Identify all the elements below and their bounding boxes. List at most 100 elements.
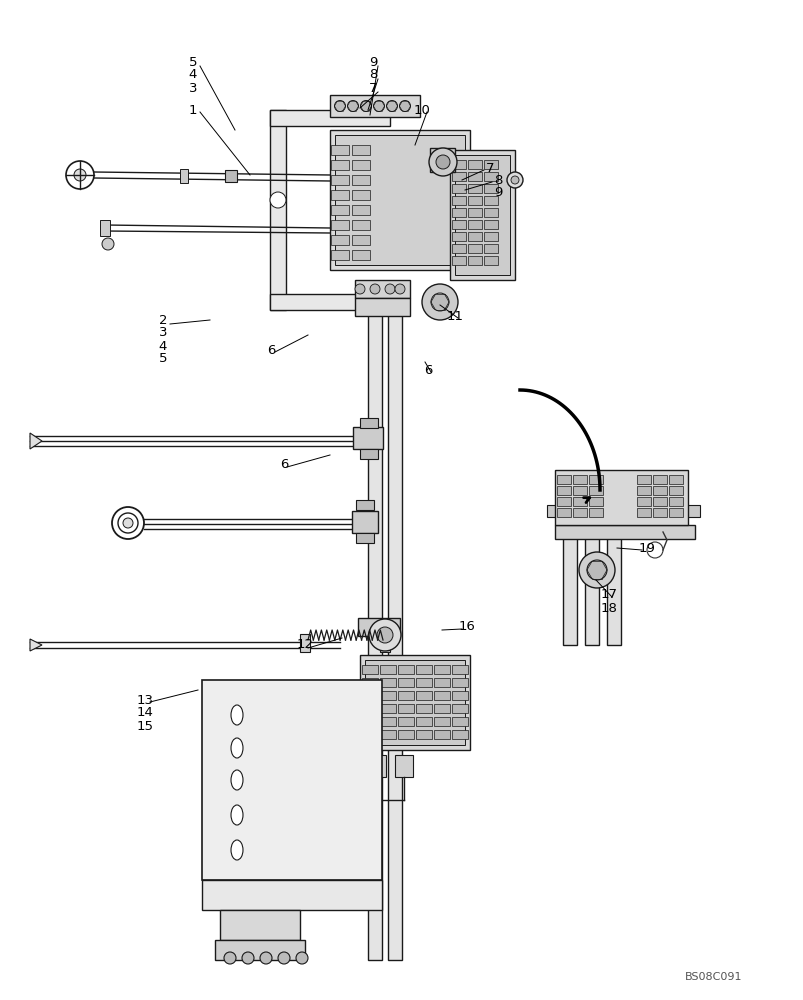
Bar (331, 145, 349, 155)
Bar (483, 184, 497, 193)
Bar (467, 160, 482, 169)
Bar (356, 533, 373, 543)
Circle shape (355, 284, 365, 294)
Bar (214, 940, 304, 960)
Circle shape (224, 952, 236, 964)
Bar (451, 232, 466, 241)
Bar (415, 704, 431, 713)
Bar (415, 665, 431, 674)
Bar (270, 110, 286, 310)
Bar (451, 691, 467, 700)
Bar (467, 244, 482, 253)
Bar (652, 486, 666, 495)
Bar (636, 486, 650, 495)
Circle shape (74, 169, 86, 181)
Bar (451, 220, 466, 229)
Circle shape (112, 507, 144, 539)
Bar (451, 730, 467, 739)
Bar (434, 730, 450, 739)
Text: 9: 9 (493, 186, 502, 200)
Bar (361, 730, 377, 739)
Bar (652, 508, 666, 517)
Circle shape (259, 952, 271, 964)
Text: 2: 2 (158, 314, 167, 326)
Bar (361, 704, 377, 713)
Text: 13: 13 (137, 694, 153, 706)
Circle shape (422, 284, 458, 320)
Bar (467, 256, 482, 265)
Bar (331, 250, 349, 260)
Bar (451, 196, 466, 205)
Bar (352, 511, 377, 533)
Bar (415, 717, 431, 726)
Bar (589, 475, 602, 484)
Bar (380, 665, 396, 674)
Bar (554, 470, 687, 525)
Bar (556, 508, 570, 517)
Bar (430, 162, 454, 172)
Bar (454, 155, 509, 275)
Bar (573, 486, 586, 495)
Circle shape (66, 161, 94, 189)
Bar (357, 618, 400, 636)
Bar (225, 170, 237, 182)
Text: 5: 5 (158, 353, 167, 365)
Circle shape (270, 192, 286, 208)
Bar (483, 256, 497, 265)
Circle shape (296, 952, 308, 964)
Circle shape (430, 293, 448, 311)
Bar (368, 290, 381, 960)
Bar (329, 95, 419, 117)
Bar (368, 755, 385, 777)
Text: 6: 6 (423, 363, 432, 376)
Text: 3: 3 (158, 326, 167, 340)
Bar (361, 717, 377, 726)
Bar (331, 220, 349, 230)
Bar (352, 205, 369, 215)
Bar (335, 135, 464, 265)
Bar (451, 704, 467, 713)
Bar (331, 205, 349, 215)
Bar (434, 717, 450, 726)
Bar (451, 717, 467, 726)
Bar (636, 508, 650, 517)
Text: BS08C091: BS08C091 (684, 972, 742, 982)
Bar (434, 691, 450, 700)
Bar (556, 486, 570, 495)
Bar (397, 665, 414, 674)
Circle shape (278, 952, 290, 964)
Bar (467, 220, 482, 229)
Bar (451, 678, 467, 687)
Bar (356, 500, 373, 510)
Circle shape (385, 284, 394, 294)
Text: 8: 8 (369, 68, 377, 82)
Bar (483, 244, 497, 253)
Ellipse shape (230, 705, 243, 725)
Bar (202, 880, 381, 910)
Circle shape (242, 952, 254, 964)
Text: 8: 8 (493, 174, 502, 186)
Circle shape (435, 155, 450, 169)
Bar (100, 220, 110, 236)
Circle shape (507, 172, 522, 188)
Text: 4: 4 (159, 340, 167, 353)
Bar (467, 172, 482, 181)
Bar (331, 175, 349, 185)
Bar (589, 508, 602, 517)
Ellipse shape (230, 805, 243, 825)
Polygon shape (30, 639, 42, 651)
Bar (329, 130, 470, 270)
Bar (360, 449, 377, 459)
Bar (352, 235, 369, 245)
Bar (467, 184, 482, 193)
Bar (355, 298, 410, 316)
Bar (451, 665, 467, 674)
Circle shape (386, 101, 397, 111)
Bar (573, 475, 586, 484)
Bar (451, 184, 466, 193)
Bar (589, 497, 602, 506)
Bar (546, 505, 699, 517)
Bar (652, 475, 666, 484)
Circle shape (369, 619, 401, 651)
Bar (360, 655, 470, 750)
